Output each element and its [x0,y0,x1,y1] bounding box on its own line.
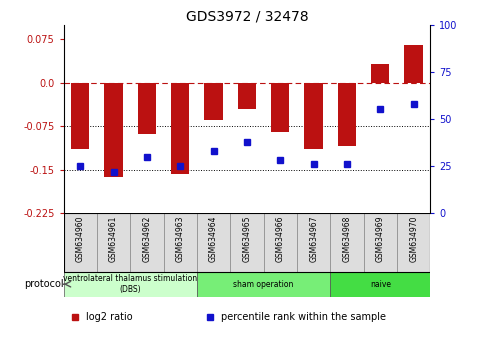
Text: naive: naive [369,280,390,289]
Bar [237,83,256,109]
Bar [197,213,230,272]
Bar [230,213,263,272]
Bar [197,272,329,297]
Text: GSM634966: GSM634966 [275,216,284,262]
Bar [138,83,156,134]
Text: GSM634962: GSM634962 [142,216,151,262]
Bar [370,64,388,83]
Bar [396,213,429,272]
Text: GSM634960: GSM634960 [76,216,84,262]
Text: log2 ratio: log2 ratio [85,312,132,322]
Bar [270,83,289,132]
Text: sham operation: sham operation [233,280,293,289]
Bar [97,213,130,272]
Text: percentile rank within the sample: percentile rank within the sample [221,312,386,322]
Bar [130,213,163,272]
Text: GSM634963: GSM634963 [175,216,184,262]
Bar [304,83,322,149]
Bar [104,83,122,177]
Bar [63,213,429,272]
Text: GSM634964: GSM634964 [209,216,218,262]
Bar [404,45,422,83]
Text: GSM634965: GSM634965 [242,216,251,262]
Text: GSM634970: GSM634970 [408,216,417,262]
Bar [63,213,97,272]
Bar [329,213,363,272]
Bar [63,272,197,297]
Bar [171,83,189,174]
Bar [263,213,296,272]
Text: protocol: protocol [24,279,64,289]
Text: GSM634967: GSM634967 [308,216,318,262]
Text: GSM634961: GSM634961 [109,216,118,262]
Text: ventrolateral thalamus stimulation
(DBS): ventrolateral thalamus stimulation (DBS) [63,274,197,294]
Bar [163,213,197,272]
Text: GSM634968: GSM634968 [342,216,351,262]
Bar [296,213,329,272]
Bar [337,83,355,147]
Bar [204,83,223,120]
Bar [363,213,396,272]
Bar [329,272,429,297]
Text: GSM634969: GSM634969 [375,216,384,262]
Bar [71,83,89,149]
Title: GDS3972 / 32478: GDS3972 / 32478 [185,10,307,24]
